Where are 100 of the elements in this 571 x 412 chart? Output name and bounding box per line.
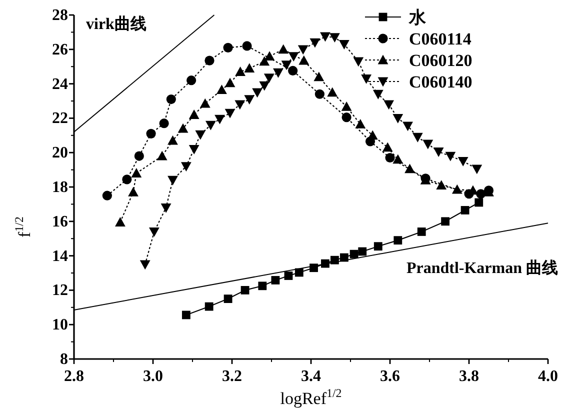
y-tick-label: 26 <box>52 41 68 58</box>
point <box>146 128 156 138</box>
point <box>367 130 378 140</box>
point <box>188 144 200 154</box>
point <box>358 247 367 256</box>
point <box>214 114 225 124</box>
point <box>394 236 402 245</box>
legend-label: C060120 <box>409 51 472 70</box>
legend-label: C060140 <box>409 72 472 92</box>
point <box>224 294 232 303</box>
point <box>384 100 394 110</box>
series-label: virk曲线 <box>86 15 146 33</box>
point <box>474 198 484 207</box>
point <box>148 228 160 237</box>
x-tick-label: 3.0 <box>143 368 163 385</box>
point <box>271 276 280 284</box>
point <box>392 114 404 124</box>
point <box>288 52 299 62</box>
point <box>422 140 434 150</box>
point <box>314 89 324 99</box>
x-tick-label: 3.4 <box>301 368 321 385</box>
point <box>452 184 462 194</box>
y-tick-label: 8 <box>60 351 68 368</box>
point <box>372 90 384 100</box>
y-tick-label: 28 <box>52 7 68 24</box>
x-tick-label: 4.0 <box>538 368 558 385</box>
point <box>131 168 142 178</box>
point <box>472 164 482 174</box>
point <box>350 250 358 258</box>
point <box>115 217 126 226</box>
point <box>223 42 233 52</box>
point <box>342 112 352 122</box>
point <box>273 68 284 78</box>
point <box>252 88 262 98</box>
point <box>182 310 190 320</box>
point <box>330 256 339 264</box>
point <box>310 38 320 48</box>
point <box>234 100 246 110</box>
x-tick-label: 3.6 <box>380 368 400 385</box>
point <box>204 56 214 66</box>
point <box>281 60 292 70</box>
point <box>288 66 298 76</box>
x-axis-title: logRef$^{1/2}$ <box>280 386 342 408</box>
point <box>436 180 447 190</box>
y-tick-label: 20 <box>52 144 68 162</box>
x-tick-label: 3.8 <box>459 368 479 385</box>
point <box>433 148 444 157</box>
point <box>445 152 456 162</box>
point <box>404 164 415 174</box>
y-tick-label: 12 <box>52 282 68 300</box>
point <box>156 150 168 160</box>
point <box>160 203 172 213</box>
point <box>216 84 227 94</box>
point <box>204 302 214 311</box>
point <box>128 186 138 196</box>
legend-label: 水 <box>408 8 427 27</box>
point <box>224 78 236 88</box>
point <box>200 98 210 108</box>
point <box>178 123 188 133</box>
point <box>168 176 178 186</box>
point <box>122 174 132 184</box>
point <box>259 81 270 91</box>
point <box>159 118 169 128</box>
y-tick-label: 22 <box>52 110 68 128</box>
point <box>264 74 274 83</box>
point <box>264 51 275 60</box>
y-tick-label: 10 <box>52 316 68 334</box>
point <box>244 95 255 104</box>
point <box>341 101 352 111</box>
point <box>235 66 246 76</box>
point <box>310 264 318 272</box>
point <box>134 151 144 161</box>
point <box>412 132 423 142</box>
point <box>102 190 112 200</box>
point <box>188 110 200 119</box>
point <box>320 32 330 42</box>
point <box>355 119 366 128</box>
point <box>402 122 413 132</box>
point <box>258 282 267 290</box>
point <box>186 76 196 86</box>
series-label: Prandtl-Karman 曲线 <box>406 259 558 278</box>
point <box>240 286 250 294</box>
point <box>374 242 382 251</box>
point <box>298 45 308 55</box>
point <box>338 40 350 50</box>
point <box>314 72 324 82</box>
point <box>382 142 393 152</box>
point <box>327 87 338 97</box>
point <box>361 74 372 84</box>
point <box>195 130 206 140</box>
point <box>385 152 395 163</box>
point <box>224 108 236 118</box>
point <box>166 94 176 104</box>
point <box>242 41 252 51</box>
x-tick-label: 2.8 <box>64 368 84 385</box>
point <box>180 162 192 172</box>
point <box>205 120 216 130</box>
point <box>259 56 270 66</box>
point <box>441 217 450 226</box>
point <box>140 260 150 270</box>
